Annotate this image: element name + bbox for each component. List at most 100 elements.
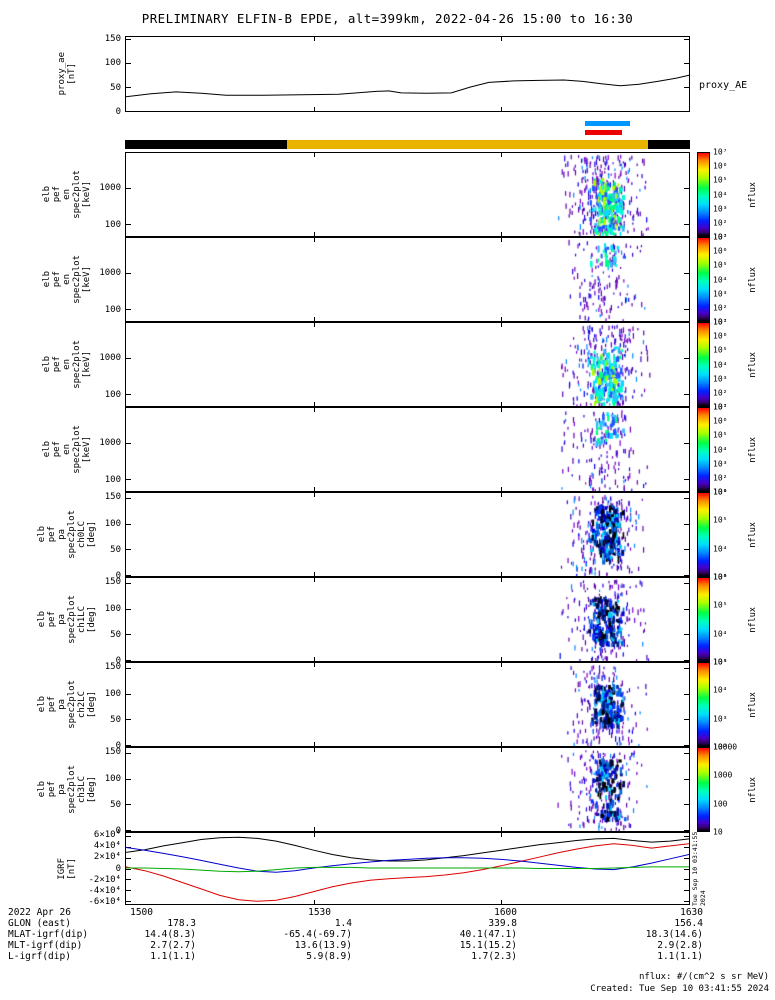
ytick-label: 150 [104, 577, 121, 588]
colorbar-tick-label: 10² [713, 473, 728, 483]
colorbar-tick-label: 10² [713, 303, 728, 313]
colorbar-unit-label-wrap: nflux [748, 407, 758, 492]
row-label-1: GLON (east) [8, 918, 71, 929]
spectrogram-canvas-en_spec2plot_1 [126, 153, 689, 236]
ytick-label: 1000 [99, 182, 121, 193]
ylabel-pa_spec2plot_ch2LC: elb pef pa spec2plot ch2LC [deg] [36, 662, 98, 747]
colorbar-unit-label: nflux [748, 521, 758, 548]
ytick-label: 50 [110, 799, 121, 810]
axis-tick [313, 900, 315, 904]
colorbar-tick-label: 10² [713, 388, 728, 398]
colorbar-tick-label: 10⁴ [713, 629, 728, 639]
axis-tick [126, 868, 131, 870]
colorbar-tick-label: 10¹ [713, 402, 728, 412]
ytick-label: 100 [104, 518, 121, 529]
axis-tick [126, 890, 131, 891]
axis-tick [126, 879, 131, 881]
ytick-label: 100 [104, 58, 121, 68]
axis-tick [684, 857, 689, 859]
axis-tick [313, 107, 315, 111]
colorbar-tick-label: 10⁴ [713, 445, 728, 454]
side-timestamp: Tue Sep 10 03:41:55 2024 [691, 831, 707, 906]
axis-tick [684, 868, 689, 870]
series-green [126, 866, 689, 873]
ytick-label: 50 [110, 714, 121, 725]
ephemeris-value: 2.7(2.7) [150, 940, 196, 951]
ephemeris-value: 1.1(1.1) [657, 951, 703, 962]
colorbar-tick-label: 10⁶ [713, 161, 728, 171]
ylabel-word: pef [47, 696, 57, 713]
colorbar-unit-label: nflux [748, 691, 758, 718]
axis-tick [313, 37, 315, 41]
colorbar-tick-label: 10⁶ [713, 487, 728, 497]
colorbar-unit-label-wrap: nflux [748, 322, 758, 407]
axis-tick [126, 63, 131, 65]
ylabel-word: elb [37, 526, 47, 543]
nflux-units-note: nflux: #/(cm^2 s sr MeV) [638, 972, 769, 982]
ephemeris-value: 339.8 [488, 918, 517, 929]
ytick-label: 100 [104, 688, 121, 699]
ylabel-pa_spec2plot_ch3LC: elb pef pa spec2plot ch3LC [deg] [36, 747, 98, 832]
panel-en_spec2plot_2 [125, 237, 690, 322]
colorbar-tick-label: 10⁵ [713, 430, 728, 440]
ytick-label: 0 [115, 826, 121, 837]
ytick-label: 0 [115, 741, 121, 752]
ylabel-word: pef [47, 526, 57, 543]
ephemeris-value: 1.4 [334, 918, 352, 929]
colorbar-tick-label: 10³ [713, 204, 728, 214]
axis-tick [126, 857, 131, 859]
ytick-label: 1000 [99, 352, 121, 363]
colorbar-tick-label: 10⁶ [713, 416, 728, 426]
spectrogram-canvas-pa_spec2plot_ch2LC [126, 663, 689, 746]
axis-tick [501, 900, 503, 904]
colorbar-tick-label: 10⁷ [713, 317, 728, 327]
ytick-label: 100 [104, 390, 121, 401]
ylabel-word: IGRF [57, 857, 67, 880]
ylabel-word: spec2plot [72, 255, 82, 304]
colorbar-en_spec2plot_4 [697, 407, 710, 492]
ylabel-word: pef [52, 271, 62, 288]
ephemeris-value: 1.7(2.3) [471, 951, 517, 962]
ytick-label: 100 [104, 475, 121, 486]
spectrogram-canvas-pa_spec2plot_ch0LC [126, 493, 689, 576]
colorbar-unit-label-wrap: nflux [748, 237, 758, 322]
proxy-ae-right-label: proxy_AE [699, 80, 748, 91]
ylabel-word: pef [47, 781, 57, 798]
ephemeris-value: 2.9(2.8) [657, 940, 703, 951]
colorbar-pa_spec2plot_ch3LC [697, 747, 710, 832]
colorbar-unit-label-wrap: nflux [748, 577, 758, 662]
colorbar-unit-label: nflux [748, 351, 758, 378]
panel-pa_spec2plot_ch0LC [125, 492, 690, 577]
ytick-label: 50 [110, 82, 121, 93]
ytick-label: 0 [115, 656, 121, 667]
ytick-label: 0 [115, 107, 121, 117]
zone-bar-blue [584, 121, 631, 126]
ylabel-word: spec2plot [67, 680, 77, 729]
colorbar-unit-label: nflux [748, 266, 758, 293]
axis-tick [126, 39, 131, 41]
ytick-label: 150 [104, 747, 121, 758]
colorbar-tick-label: 1000 [713, 770, 733, 780]
ytick-label: 100 [104, 220, 121, 231]
colorbar-tick-label: 10¹ [713, 232, 728, 242]
ephemeris-value: -65.4(-69.7) [283, 929, 352, 940]
colorbar-en_spec2plot_1 [697, 152, 710, 237]
ytick-label: 1000 [99, 437, 121, 448]
ytick-label: -4×10⁴ [88, 885, 121, 896]
ylabel-word: elb [37, 611, 47, 628]
series-red [126, 843, 689, 902]
ytick-label: 0 [115, 863, 121, 874]
ephemeris-value: 40.1(47.1) [459, 929, 517, 940]
ylabel-word: spec2plot [72, 170, 82, 219]
colorbar-tick-label: 10⁶ [713, 331, 728, 341]
time-tick-label: 1500 [130, 907, 153, 918]
colorbar-tick-label: 10¹ [713, 317, 728, 327]
ylabel-word: pa [57, 614, 67, 625]
colorbar-unit-label-wrap: nflux [748, 492, 758, 577]
ephemeris-value: 156.4 [674, 918, 703, 929]
ytick-label: 150 [104, 492, 121, 503]
ytick-label: 0 [115, 571, 121, 582]
colorbar-tick-label: 10⁷ [713, 232, 728, 242]
colorbar-tick-label: 10³ [713, 714, 728, 724]
